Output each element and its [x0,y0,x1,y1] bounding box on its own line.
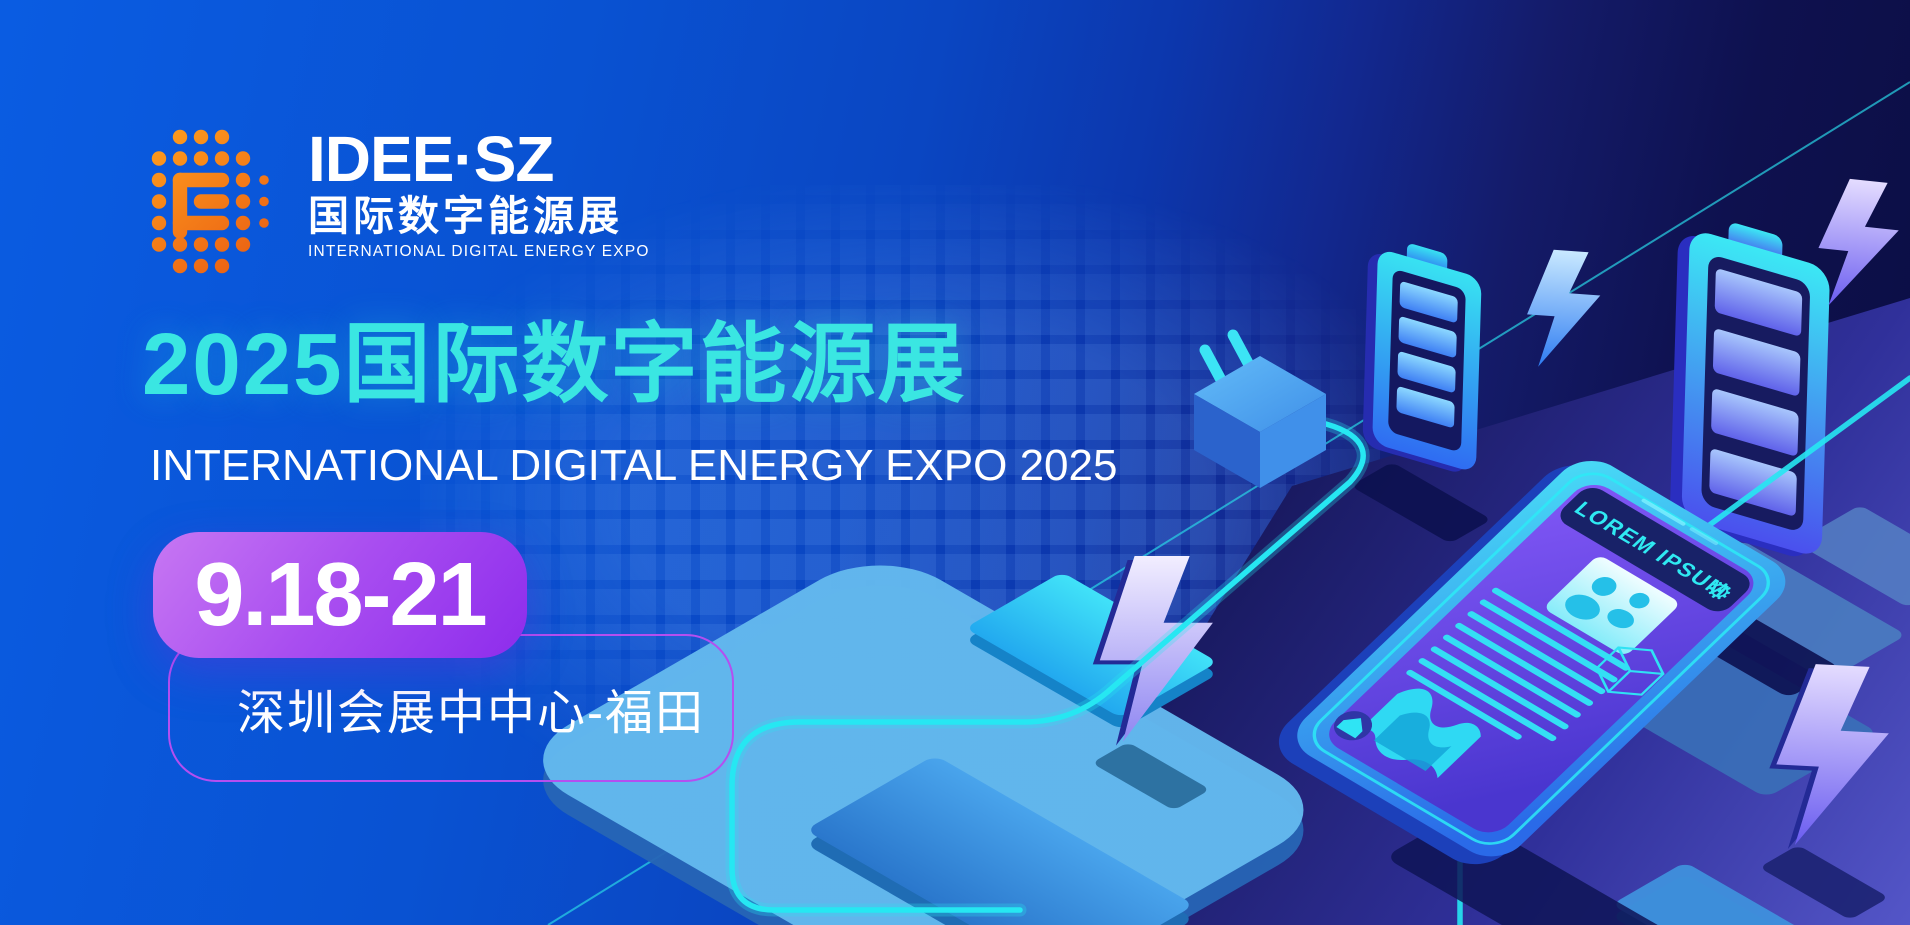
speed-line [1689,527,1719,546]
hero-subtitle: INTERNATIONAL DIGITAL ENERGY EXPO 2025 [150,441,1118,490]
bolt-shadow [1095,744,1207,809]
venue-text: 深圳会展中中心-福田 [237,687,705,740]
lightning-bolt-icon [1527,249,1601,367]
speed-line [1641,498,1686,526]
date-badge: 9.18-21 [153,532,527,658]
date-range: 9.18-21 [194,544,487,645]
logo-name-en: INTERNATIONAL DIGITAL ENERGY EXPO [308,243,650,260]
logo-name-cn: 国际数字能源展 [308,193,623,239]
hero-title: 2025国际数字能源展 [142,316,967,413]
tablet-device: LOREM IPSUM ⚙ [1278,460,1786,865]
text-lines [1406,587,1630,742]
home-icon [1333,711,1373,741]
logo: IDEE·SZ 国际数字能源展 INTERNATIONAL DIGITAL EN… [150,127,650,279]
bolt-shadow [1763,847,1885,918]
logo-text: IDEE·SZ 国际数字能源展 INTERNATIONAL DIGITAL EN… [308,127,650,279]
cube-wireframe-icon [1595,646,1665,696]
venue-box: 深圳会展中中心-福田 [168,634,734,782]
battery-icon [1362,244,1482,472]
photo-card [1546,557,1678,654]
battery-icon [1670,223,1830,557]
lightning-bolt-icon [1769,664,1889,849]
circuit-trace [729,421,1366,913]
lightning-bolt-icon [1818,178,1899,306]
power-plug-icon [1194,329,1326,488]
wave-chart [1359,688,1481,779]
dot-matrix-e-icon [151,129,269,274]
logo-brand: IDEE·SZ [308,123,554,195]
